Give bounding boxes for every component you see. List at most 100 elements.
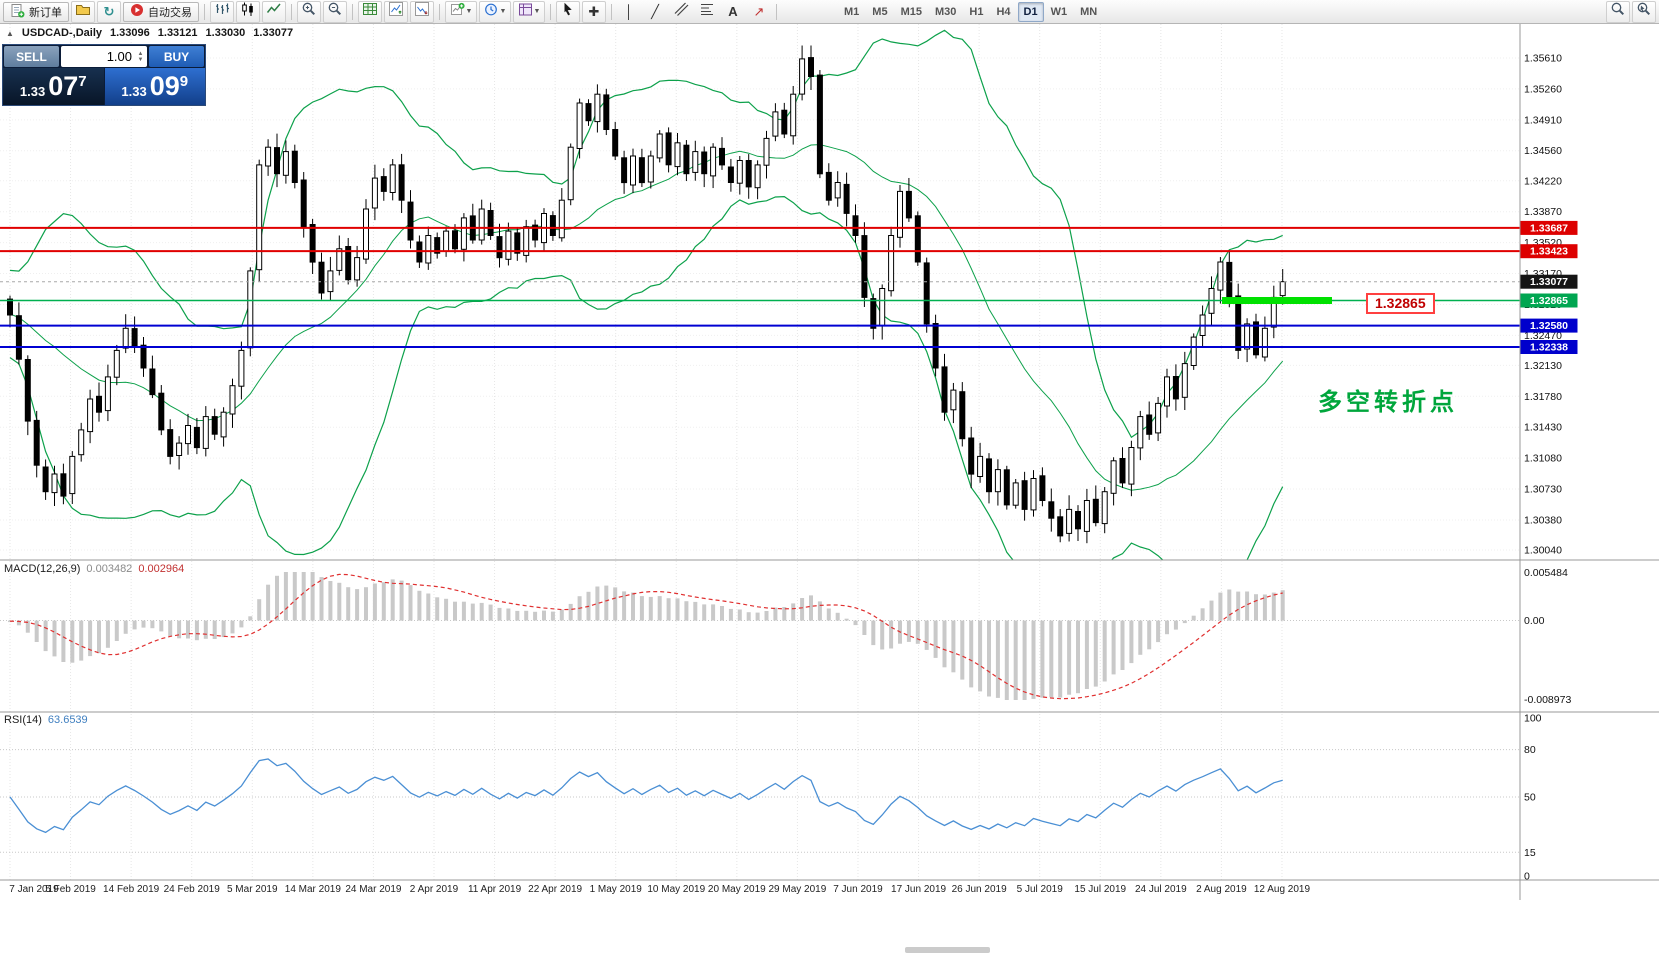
candle	[994, 469, 1001, 493]
arrows-tool-button[interactable]: ↗	[747, 1, 771, 23]
timeframe-M1[interactable]: M1	[844, 5, 860, 18]
candle	[1110, 460, 1117, 494]
timeframe-M30[interactable]: M30	[934, 5, 957, 18]
crosshair-tool-button[interactable]: ✚	[582, 0, 606, 23]
new-order-button[interactable]: 新订单	[3, 1, 69, 22]
macd-histogram-bar	[364, 587, 368, 621]
candle	[932, 323, 939, 369]
refresh-button[interactable]: ↻	[97, 0, 121, 23]
bid-price[interactable]: 1.33 07 7	[3, 68, 104, 105]
volume-field[interactable]: 1.00 ▲ ▼	[61, 46, 147, 67]
macd-histogram-bar	[141, 620, 146, 628]
candle	[202, 416, 209, 449]
horizontal-level-lines[interactable]	[0, 226, 1520, 349]
macd-histogram-bar	[1120, 620, 1125, 670]
arrange-up-icon	[388, 1, 404, 22]
date-label: 14 Mar 2019	[285, 884, 342, 895]
fibonacci-tool-button[interactable]	[695, 1, 719, 23]
profiles-button[interactable]	[71, 0, 95, 23]
line-chart-button[interactable]	[262, 0, 286, 23]
macd-histogram-bar	[461, 601, 466, 621]
rsi-scale-label: 15	[1524, 847, 1536, 859]
volume-value[interactable]: 1.00	[106, 49, 132, 64]
date-label: 1 May 2019	[590, 884, 643, 895]
timeframe-MN[interactable]: MN	[1080, 5, 1098, 18]
bar-chart-button[interactable]	[210, 0, 234, 23]
panel-separators[interactable]	[0, 24, 1659, 900]
volume-spinner[interactable]: ▲ ▼	[134, 51, 147, 63]
price-axis-label: 1.35610	[1524, 53, 1562, 65]
profiles-icon	[75, 1, 91, 22]
timeframe-H4[interactable]: H4	[996, 5, 1011, 18]
pointer-search-icon	[1636, 1, 1652, 22]
macd-histogram-bar	[550, 611, 555, 621]
candle	[122, 327, 129, 349]
templates-button[interactable]: ▼	[513, 0, 545, 23]
periods-icon	[484, 2, 499, 22]
macd-histogram-bar	[203, 620, 208, 639]
timeframe-M15[interactable]: M15	[900, 5, 922, 18]
candle	[585, 103, 592, 122]
candlestick-chart-button[interactable]	[236, 0, 260, 23]
highlight-segment[interactable]	[1222, 297, 1332, 304]
macd-main-value: 0.003482	[86, 563, 133, 575]
candle	[309, 224, 316, 263]
zoom-in-button[interactable]	[297, 0, 321, 23]
candle	[763, 137, 770, 166]
price-axis-label: 1.31080	[1524, 453, 1562, 465]
timeframe-M5[interactable]: M5	[872, 5, 888, 18]
pointer-search-button[interactable]	[1632, 0, 1656, 23]
macd-signal-line	[9, 573, 1283, 700]
cursor-tool-button[interactable]	[556, 0, 580, 23]
spinner-up-icon[interactable]: ▲	[137, 50, 144, 57]
spinner-down-icon[interactable]: ▼	[137, 56, 144, 63]
price-axis-label: 1.30380	[1524, 514, 1562, 526]
macd-histogram-bar	[301, 572, 306, 621]
candle	[87, 398, 94, 433]
pivot-annotation[interactable]: 多空转折点	[1318, 389, 1458, 416]
channel-tool-button[interactable]	[669, 1, 693, 23]
timeframe-D1[interactable]: D1	[1017, 1, 1044, 22]
candle	[1003, 469, 1010, 506]
timeframe-W1[interactable]: W1	[1050, 5, 1068, 18]
zoom-out-button[interactable]	[323, 0, 347, 23]
arrange-down-button[interactable]	[410, 0, 434, 23]
periods-button[interactable]: ▼	[479, 0, 511, 23]
one-click-toggle-icon[interactable]: ▲	[6, 28, 14, 38]
macd-histogram-bar	[800, 598, 805, 621]
text-tool-button[interactable]: A	[721, 1, 745, 23]
auto-trading-button[interactable]: 自动交易	[123, 1, 199, 22]
buy-button[interactable]: BUY	[149, 46, 204, 67]
sell-button[interactable]: SELL	[4, 46, 59, 67]
rsi-scale-label: 80	[1524, 744, 1536, 756]
macd-histogram-bar	[969, 620, 974, 688]
price-axis[interactable]: 1.35610 1.35260 1.34910 1.34560 1.34220 1.338…	[0, 53, 1562, 557]
caret-down-icon: ▼	[465, 8, 473, 15]
rsi-scale-label: 0	[1524, 871, 1530, 883]
macd-histogram-bar	[105, 620, 110, 648]
search-button[interactable]	[1606, 0, 1630, 23]
timeframe-H1[interactable]: H1	[969, 5, 984, 18]
horizontal-scrollbar-thumb[interactable]	[905, 947, 990, 953]
arrange-up-button[interactable]	[384, 0, 408, 23]
trendline-tool-button[interactable]: ╱	[643, 1, 667, 23]
macd-histogram-bar	[1022, 620, 1027, 700]
date-label: 20 May 2019	[708, 884, 766, 895]
new-chart-button[interactable]: ▼	[445, 0, 477, 23]
tile-windows-button[interactable]	[358, 0, 382, 23]
price-level-box[interactable]: 1.32865	[1366, 293, 1435, 314]
price-tag-label: 1.32338	[1530, 342, 1568, 354]
candlestick-chart-icon	[240, 1, 256, 22]
vertical-line-tool-button[interactable]: │	[617, 1, 641, 23]
candle	[505, 230, 512, 260]
candle	[7, 298, 13, 316]
macd-histogram-bar	[212, 620, 217, 639]
macd-histogram-bar	[1236, 591, 1241, 621]
candle	[434, 237, 441, 254]
candle	[131, 328, 138, 347]
ask-price[interactable]: 1.33 09 9	[104, 68, 205, 105]
macd-histogram-bar	[978, 620, 983, 692]
macd-histogram-bar	[666, 598, 671, 621]
